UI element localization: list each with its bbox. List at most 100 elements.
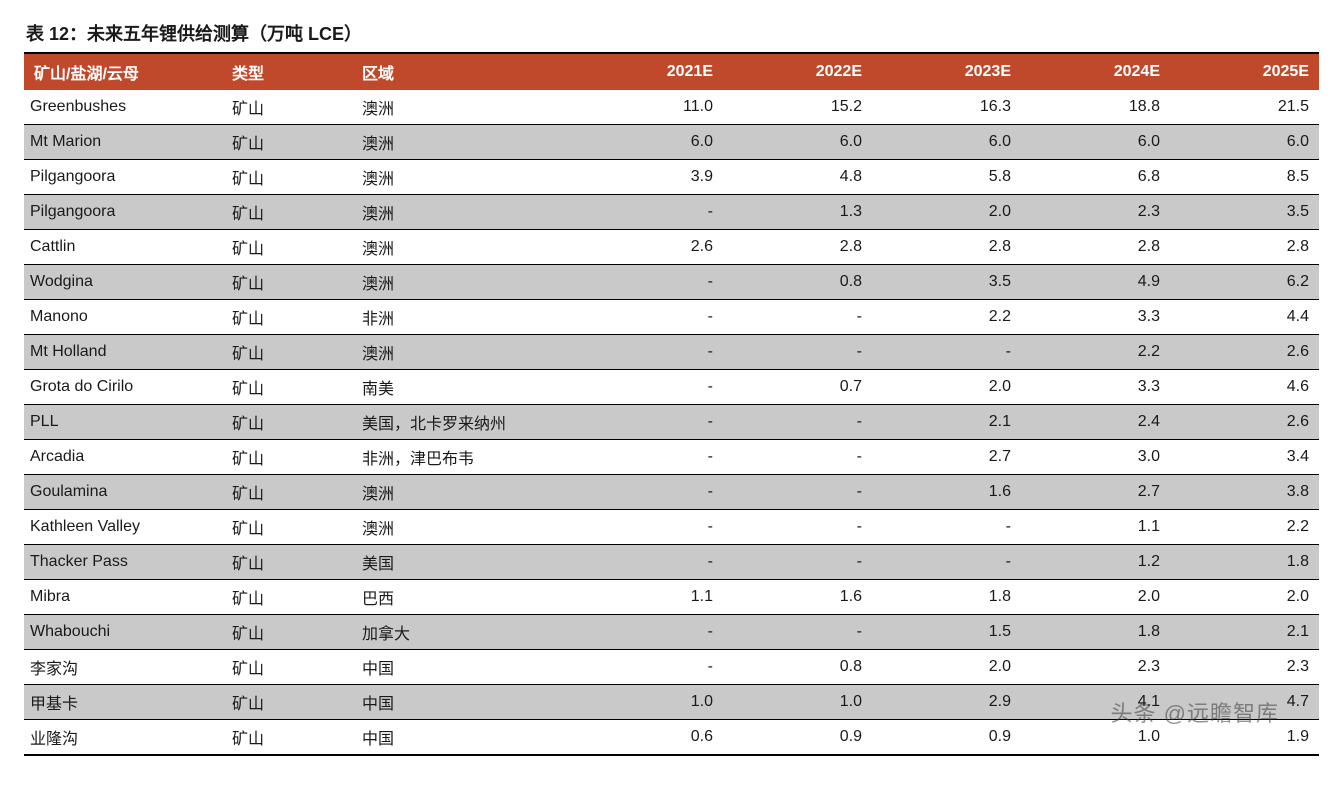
cell-type: 矿山 bbox=[224, 475, 354, 510]
cell-2023e: 2.0 bbox=[872, 370, 1021, 405]
cell-2024e: 2.2 bbox=[1021, 335, 1170, 370]
cell-2023e: 2.1 bbox=[872, 405, 1021, 440]
table-row: Wodgina矿山澳洲-0.83.54.96.2 bbox=[24, 265, 1319, 300]
cell-region: 美国，北卡罗来纳州 bbox=[354, 405, 574, 440]
cell-type: 矿山 bbox=[224, 545, 354, 580]
cell-2023e: 0.9 bbox=[872, 720, 1021, 756]
cell-name: Mibra bbox=[24, 580, 224, 615]
cell-2022e: 1.3 bbox=[723, 195, 872, 230]
cell-2021e: - bbox=[574, 195, 723, 230]
table-row: Mibra矿山巴西1.11.61.82.02.0 bbox=[24, 580, 1319, 615]
cell-2023e: 5.8 bbox=[872, 160, 1021, 195]
cell-2024e: 2.0 bbox=[1021, 580, 1170, 615]
cell-2023e: - bbox=[872, 335, 1021, 370]
cell-name: Greenbushes bbox=[24, 90, 224, 125]
cell-name: 甲基卡 bbox=[24, 685, 224, 720]
cell-2021e: 1.0 bbox=[574, 685, 723, 720]
cell-2023e: 1.5 bbox=[872, 615, 1021, 650]
cell-type: 矿山 bbox=[224, 335, 354, 370]
table-container: 表 12：未来五年锂供给测算（万吨 LCE） 矿山/盐湖/云母 类型 区域 20… bbox=[24, 20, 1319, 756]
cell-name: 李家沟 bbox=[24, 650, 224, 685]
cell-2025e: 4.6 bbox=[1170, 370, 1319, 405]
lithium-supply-table: 矿山/盐湖/云母 类型 区域 2021E 2022E 2023E 2024E 2… bbox=[24, 52, 1319, 756]
cell-2023e: 1.6 bbox=[872, 475, 1021, 510]
cell-2024e: 2.7 bbox=[1021, 475, 1170, 510]
table-row: Arcadia矿山非洲，津巴布韦--2.73.03.4 bbox=[24, 440, 1319, 475]
table-row: Cattlin矿山澳洲2.62.82.82.82.8 bbox=[24, 230, 1319, 265]
cell-2025e: 4.7 bbox=[1170, 685, 1319, 720]
cell-2025e: 2.6 bbox=[1170, 405, 1319, 440]
cell-2023e: 2.7 bbox=[872, 440, 1021, 475]
table-row: 甲基卡矿山中国1.01.02.94.14.7 bbox=[24, 685, 1319, 720]
cell-region: 中国 bbox=[354, 720, 574, 756]
cell-2021e: 1.1 bbox=[574, 580, 723, 615]
cell-2022e: 4.8 bbox=[723, 160, 872, 195]
col-header-2025e: 2025E bbox=[1170, 53, 1319, 90]
cell-name: PLL bbox=[24, 405, 224, 440]
cell-region: 中国 bbox=[354, 685, 574, 720]
col-header-2021e: 2021E bbox=[574, 53, 723, 90]
table-row: Goulamina矿山澳洲--1.62.73.8 bbox=[24, 475, 1319, 510]
cell-2021e: - bbox=[574, 510, 723, 545]
cell-type: 矿山 bbox=[224, 90, 354, 125]
cell-2021e: 11.0 bbox=[574, 90, 723, 125]
cell-2025e: 6.2 bbox=[1170, 265, 1319, 300]
cell-region: 加拿大 bbox=[354, 615, 574, 650]
cell-type: 矿山 bbox=[224, 265, 354, 300]
cell-2024e: 1.0 bbox=[1021, 720, 1170, 756]
cell-2023e: 1.8 bbox=[872, 580, 1021, 615]
cell-name: Whabouchi bbox=[24, 615, 224, 650]
table-row: 李家沟矿山中国-0.82.02.32.3 bbox=[24, 650, 1319, 685]
cell-type: 矿山 bbox=[224, 370, 354, 405]
cell-2024e: 2.8 bbox=[1021, 230, 1170, 265]
cell-2025e: 8.5 bbox=[1170, 160, 1319, 195]
cell-2024e: 2.3 bbox=[1021, 650, 1170, 685]
cell-2023e: - bbox=[872, 545, 1021, 580]
table-row: Kathleen Valley矿山澳洲---1.12.2 bbox=[24, 510, 1319, 545]
cell-region: 巴西 bbox=[354, 580, 574, 615]
cell-2022e: 0.8 bbox=[723, 650, 872, 685]
cell-2022e: 0.7 bbox=[723, 370, 872, 405]
cell-type: 矿山 bbox=[224, 195, 354, 230]
cell-2025e: 1.8 bbox=[1170, 545, 1319, 580]
cell-2021e: - bbox=[574, 370, 723, 405]
cell-2021e: 3.9 bbox=[574, 160, 723, 195]
cell-2022e: 6.0 bbox=[723, 125, 872, 160]
cell-2023e: - bbox=[872, 510, 1021, 545]
cell-2023e: 6.0 bbox=[872, 125, 1021, 160]
cell-region: 澳洲 bbox=[354, 160, 574, 195]
cell-2023e: 2.2 bbox=[872, 300, 1021, 335]
cell-2021e: - bbox=[574, 475, 723, 510]
cell-2021e: 2.6 bbox=[574, 230, 723, 265]
cell-name: Thacker Pass bbox=[24, 545, 224, 580]
cell-2021e: - bbox=[574, 615, 723, 650]
cell-type: 矿山 bbox=[224, 510, 354, 545]
table-header-row: 矿山/盐湖/云母 类型 区域 2021E 2022E 2023E 2024E 2… bbox=[24, 53, 1319, 90]
cell-name: Mt Marion bbox=[24, 125, 224, 160]
cell-2021e: 6.0 bbox=[574, 125, 723, 160]
col-header-type: 类型 bbox=[224, 53, 354, 90]
cell-type: 矿山 bbox=[224, 580, 354, 615]
cell-name: Wodgina bbox=[24, 265, 224, 300]
cell-2024e: 4.1 bbox=[1021, 685, 1170, 720]
cell-2021e: - bbox=[574, 440, 723, 475]
cell-region: 非洲 bbox=[354, 300, 574, 335]
cell-name: 业隆沟 bbox=[24, 720, 224, 756]
cell-2025e: 3.5 bbox=[1170, 195, 1319, 230]
col-header-2024e: 2024E bbox=[1021, 53, 1170, 90]
cell-2022e: - bbox=[723, 545, 872, 580]
cell-type: 矿山 bbox=[224, 650, 354, 685]
table-row: Mt Holland矿山澳洲---2.22.6 bbox=[24, 335, 1319, 370]
cell-region: 中国 bbox=[354, 650, 574, 685]
cell-2025e: 3.4 bbox=[1170, 440, 1319, 475]
table-row: PLL矿山美国，北卡罗来纳州--2.12.42.6 bbox=[24, 405, 1319, 440]
cell-2023e: 3.5 bbox=[872, 265, 1021, 300]
table-row: 业隆沟矿山中国0.60.90.91.01.9 bbox=[24, 720, 1319, 756]
cell-region: 非洲，津巴布韦 bbox=[354, 440, 574, 475]
cell-region: 澳洲 bbox=[354, 90, 574, 125]
cell-2022e: 15.2 bbox=[723, 90, 872, 125]
cell-region: 美国 bbox=[354, 545, 574, 580]
cell-type: 矿山 bbox=[224, 230, 354, 265]
cell-2025e: 1.9 bbox=[1170, 720, 1319, 756]
cell-type: 矿山 bbox=[224, 405, 354, 440]
